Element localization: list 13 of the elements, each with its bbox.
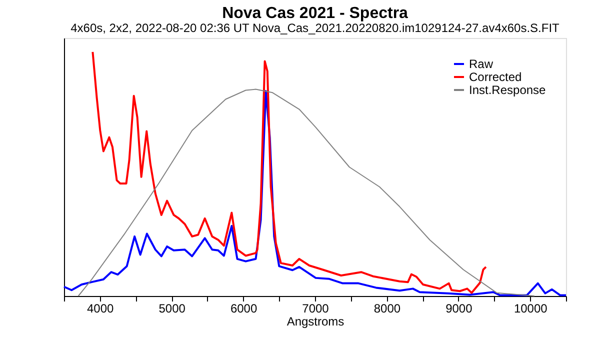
- x-tick-label: 10000: [514, 302, 548, 316]
- x-tick-label: 8000: [374, 302, 401, 316]
- chart-title: Nova Cas 2021 - Spectra: [222, 5, 408, 22]
- x-axis-title: Angstroms: [286, 314, 344, 328]
- x-tick-label: 5000: [158, 302, 186, 316]
- x-tick-label: 4000: [87, 302, 114, 316]
- x-tick-label: 6000: [230, 302, 258, 316]
- x-tick-label: 9000: [446, 302, 473, 316]
- legend-label: Inst.Response: [469, 83, 546, 97]
- x-tick-label: 7000: [302, 302, 330, 316]
- chart-subtitle: 4x60s, 2x2, 2022-08-20 02:36 UT Nova_Cas_2021.20220820.im1029124-27.av4x60s.S.FIT: [70, 21, 560, 35]
- legend-label: Corrected: [469, 70, 522, 84]
- legend-label: Raw: [469, 57, 494, 71]
